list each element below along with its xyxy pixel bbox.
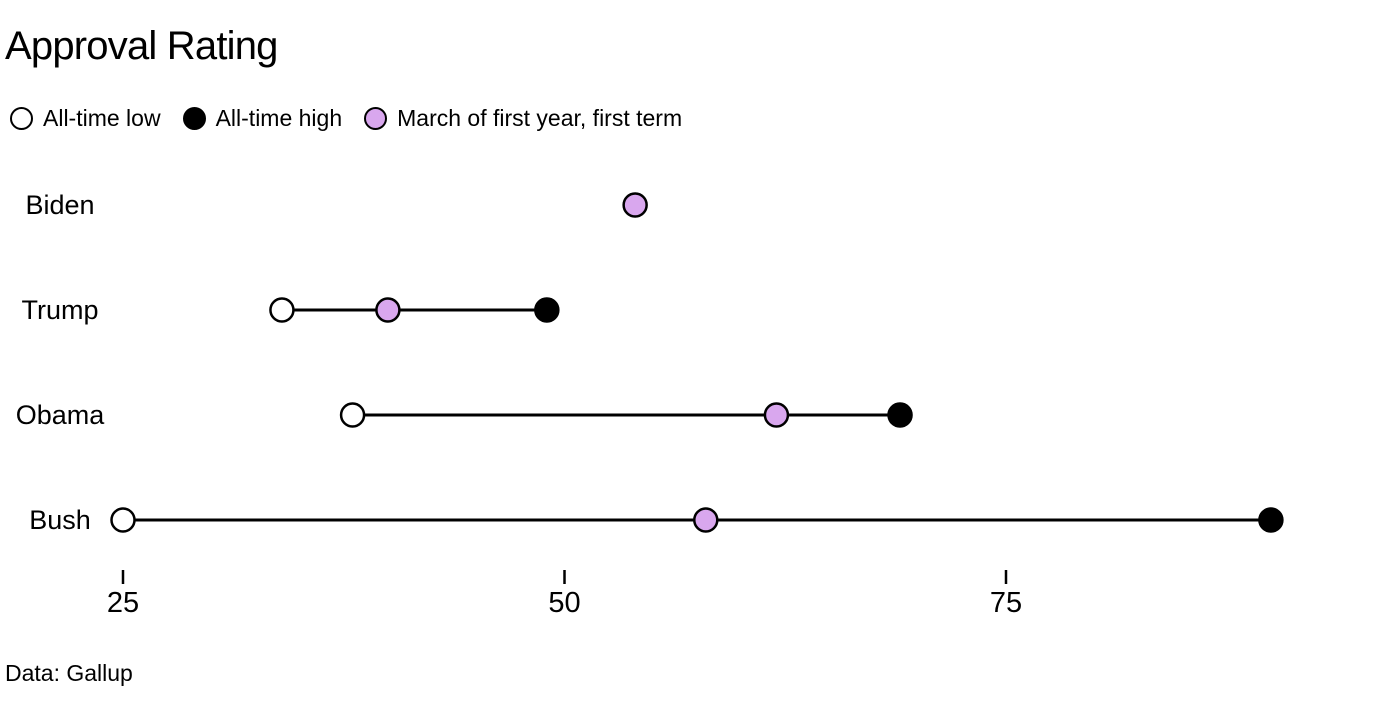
x-tick-label-75: 75 (990, 587, 1022, 619)
dot-march-first-year-obama (763, 402, 790, 428)
legend: All-time low All-time high March of firs… (10, 105, 682, 132)
legend-label-march-first-year: March of first year, first term (397, 105, 683, 131)
dot-all-time-high-obama (887, 402, 913, 428)
dot-all-time-low-trump (269, 297, 295, 323)
row-label-bush: Bush (29, 505, 91, 535)
dot-march-first-year-bush (693, 507, 719, 533)
legend-label-all-time-low: All-time low (43, 105, 161, 131)
legend-item-all-time-high: All-time high (182, 105, 343, 132)
legend-item-all-time-low: All-time low (10, 105, 161, 132)
march-first-year-marker-icon (364, 107, 388, 130)
all-time-high-marker-icon (182, 107, 206, 130)
legend-item-march-first-year: March of first year, first term (364, 105, 682, 132)
dot-all-time-low-bush (110, 507, 136, 533)
data-source: Data: Gallup (5, 660, 133, 686)
row-label-obama: Obama (16, 400, 106, 430)
x-tick-label-25: 25 (107, 587, 139, 619)
all-time-low-marker-icon (10, 107, 33, 130)
legend-label-all-time-high: All-time high (215, 105, 343, 131)
dot-all-time-low-obama (339, 402, 366, 428)
row-label-biden: Biden (25, 190, 94, 220)
row-label-trump: Trump (21, 295, 98, 325)
dot-march-first-year-trump (375, 297, 401, 323)
dot-all-time-high-trump (534, 297, 560, 323)
dot-all-time-high-bush (1258, 507, 1284, 533)
chart: Biden Trump Obama Bush 25 50 75 (16, 190, 1284, 619)
page-title: Approval Rating (5, 24, 278, 68)
x-tick-label-50: 50 (548, 587, 580, 619)
dot-march-first-year-biden (622, 192, 648, 218)
